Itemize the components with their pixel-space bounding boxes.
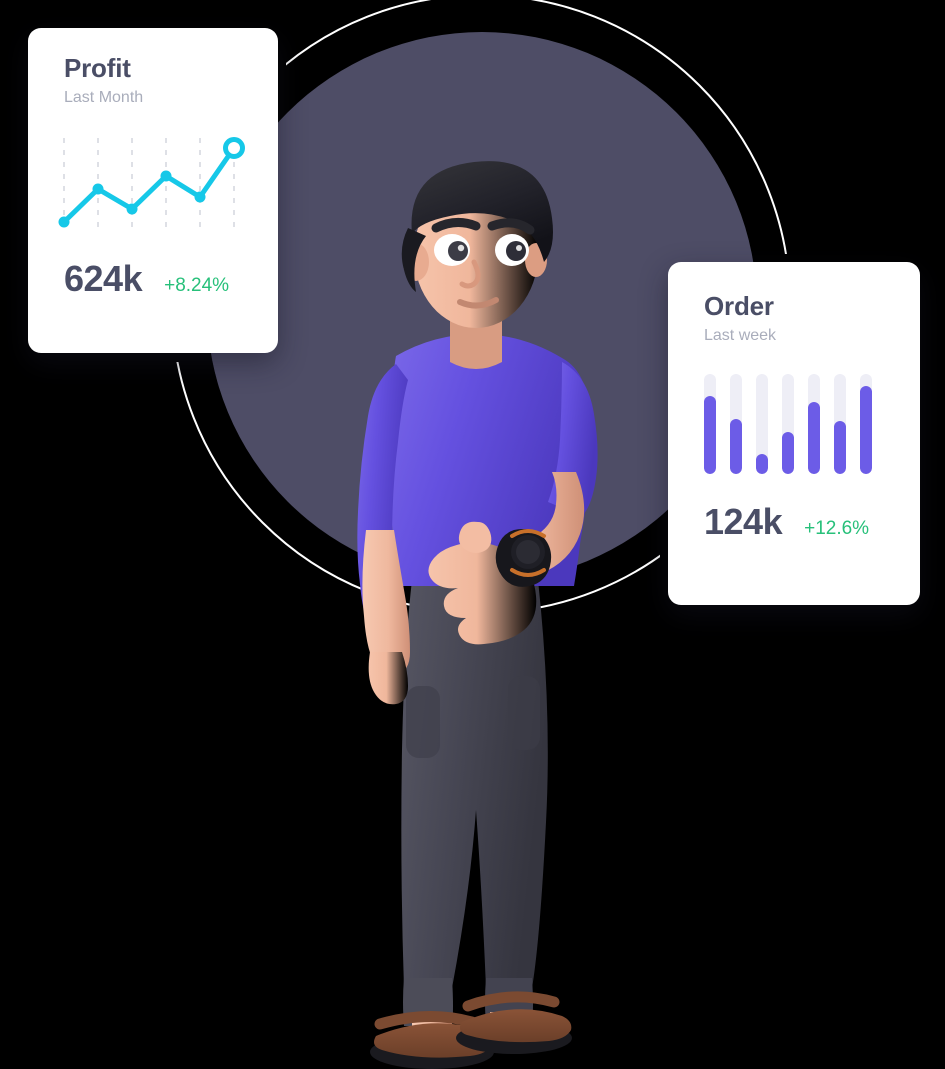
order-card-subtitle: Last week — [704, 326, 777, 344]
profit-line-chart — [28, 132, 278, 237]
bar-track — [730, 374, 742, 475]
bar-track — [834, 374, 846, 475]
character-tshirt — [389, 334, 591, 586]
bar-fill — [834, 421, 846, 475]
bar-track — [860, 374, 872, 475]
profit-value: 624k — [64, 258, 143, 300]
profit-card-footer: 624k +8.24% — [28, 261, 278, 297]
bar-track — [704, 374, 716, 475]
bar-track — [808, 374, 820, 475]
chart-line — [61, 145, 237, 225]
profit-card[interactable]: Profit Last Month — [28, 28, 278, 353]
profit-delta: +8.24% — [164, 275, 230, 297]
character-head — [401, 161, 553, 328]
character-watch — [495, 529, 552, 587]
order-delta: +12.6% — [804, 518, 870, 540]
order-card-footer: 124k +12.6% — [668, 504, 920, 540]
bar-track — [782, 374, 794, 475]
bar-fill — [808, 402, 820, 475]
order-value: 124k — [704, 501, 783, 543]
profit-card-subtitle: Last Month — [64, 88, 144, 106]
profit-card-header: Profit Last Month — [28, 54, 278, 106]
bar-fill — [756, 454, 768, 475]
character-hair — [411, 161, 553, 262]
profit-card-title: Profit — [64, 53, 131, 83]
bar-fill — [860, 386, 872, 475]
order-bar-chart — [704, 374, 920, 475]
character-illustration — [300, 150, 660, 1069]
bar-fill — [730, 419, 742, 475]
bar-fill — [782, 432, 794, 475]
order-card-header: Order Last week — [668, 292, 920, 344]
bar-track — [756, 374, 768, 475]
order-card-title: Order — [704, 291, 774, 321]
chart-markers — [58, 170, 206, 228]
character-sandals — [370, 991, 572, 1069]
bar-fill — [704, 396, 716, 475]
chart-last-marker — [223, 137, 245, 160]
order-card[interactable]: Order Last week 124k +12.6% — [668, 262, 920, 605]
